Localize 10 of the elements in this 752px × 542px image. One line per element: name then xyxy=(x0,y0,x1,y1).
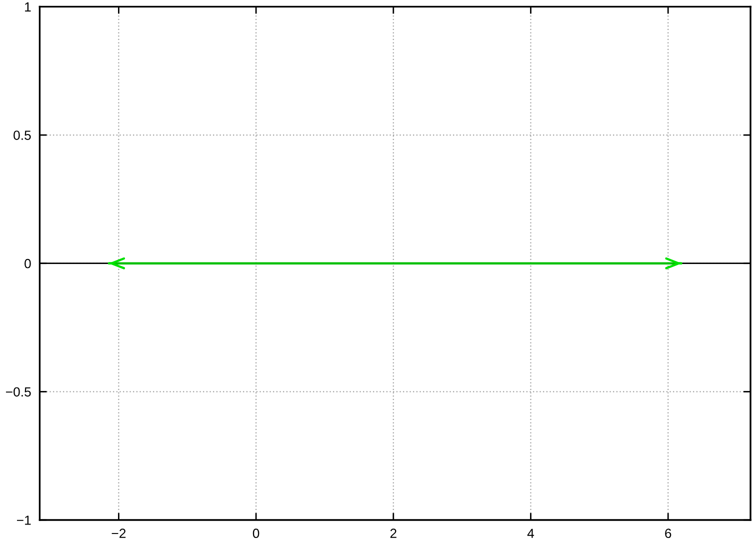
y-tick-label: 1 xyxy=(25,2,31,12)
y-tick-label: −0.5 xyxy=(6,387,31,397)
y-tick-label: 0.5 xyxy=(14,130,31,140)
y-tick-label: 0 xyxy=(24,258,31,268)
x-tick-label: 4 xyxy=(527,528,534,538)
y-tick-label: −1 xyxy=(16,516,31,525)
x-tick-label: 2 xyxy=(390,528,396,538)
x-tick-label: 6 xyxy=(665,528,672,538)
x-tick-label: −2 xyxy=(112,528,126,538)
x-tick-label: 0 xyxy=(252,528,260,538)
